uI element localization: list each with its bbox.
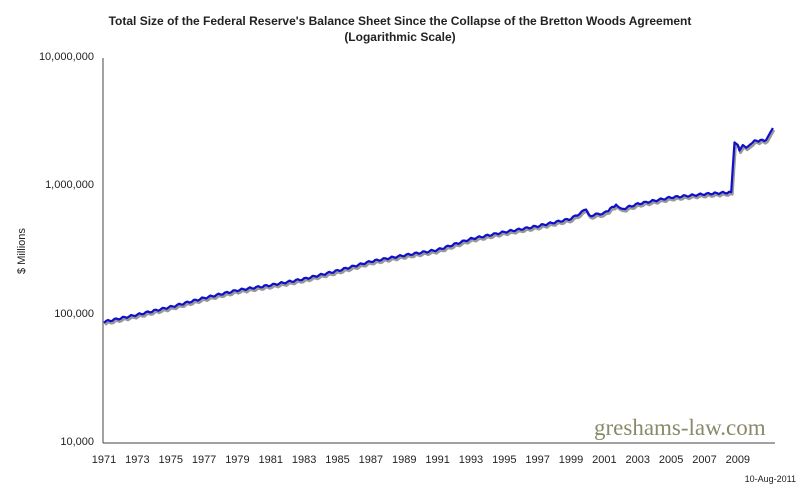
- x-tick-label: 1977: [191, 454, 217, 466]
- series-line: [103, 127, 774, 324]
- x-tick-label: 1971: [91, 454, 117, 466]
- y-tick-label: 10,000,000: [38, 51, 94, 63]
- x-tick-label: 1989: [391, 454, 417, 466]
- y-tick-label: 10,000: [60, 436, 94, 448]
- chart-title: Total Size of the Federal Reserve's Bala…: [108, 14, 692, 28]
- x-tick-label: 2009: [725, 454, 751, 466]
- x-tick-label: 1973: [125, 454, 150, 466]
- series-shadow: [103, 129, 776, 326]
- x-tick-label: 1983: [291, 454, 317, 466]
- watermark: greshams-law.com: [594, 415, 766, 440]
- x-tick-label: 2005: [658, 454, 684, 466]
- x-tick-label: 1997: [525, 454, 550, 466]
- y-tick-label: 1,000,000: [45, 179, 94, 192]
- x-tick-label: 1985: [325, 454, 350, 466]
- x-tick-label: 2001: [592, 454, 617, 466]
- chart-subtitle: (Logarithmic Scale): [344, 30, 456, 44]
- x-tick-label: 1999: [558, 454, 584, 466]
- y-tick-label: 100,000: [54, 307, 94, 320]
- x-tick-label: 1981: [258, 454, 284, 466]
- x-tick-label: 1975: [158, 454, 183, 466]
- x-tick-label: 1987: [358, 454, 384, 466]
- x-tick-label: 1991: [425, 454, 450, 466]
- x-tick-label: 1979: [225, 454, 250, 466]
- x-tick-label: 2007: [692, 454, 717, 466]
- x-tick-label: 1995: [492, 454, 517, 466]
- x-tick-label: 1993: [458, 454, 484, 466]
- date-stamp: 10-Aug-2011: [744, 474, 796, 484]
- x-tick-label: 2003: [625, 454, 650, 466]
